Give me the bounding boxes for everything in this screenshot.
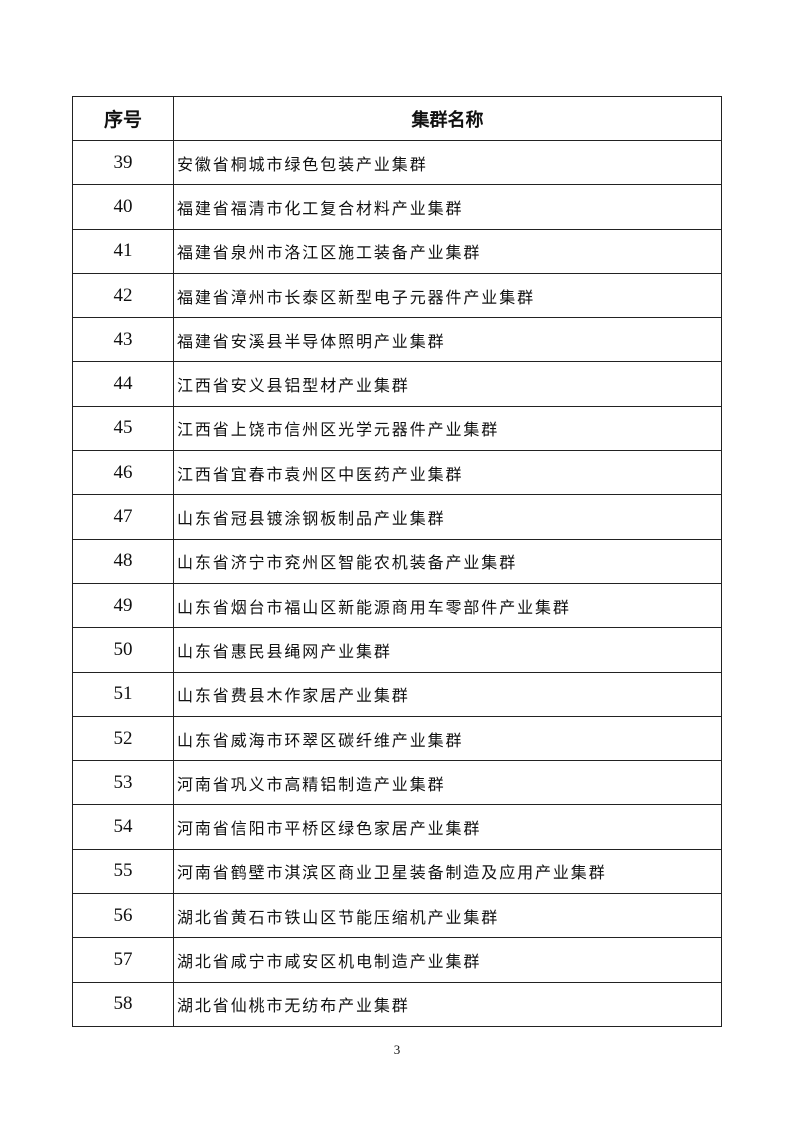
- serial-number-cell: 47: [72, 494, 174, 540]
- serial-number-cell: 46: [72, 450, 174, 496]
- cluster-name-cell: 湖北省黄石市铁山区节能压缩机产业集群: [173, 893, 722, 939]
- cluster-name-cell: 河南省巩义市高精铝制造产业集群: [173, 760, 722, 806]
- serial-number-cell: 49: [72, 582, 174, 629]
- cluster-name-cell: 福建省安溪县半导体照明产业集群: [173, 317, 722, 363]
- header-cluster-name: 集群名称: [173, 96, 722, 141]
- table-row: 43 福建省安溪县半导体照明产业集群: [72, 317, 722, 363]
- table-row: 58 湖北省仙桃市无纺布产业集群: [72, 981, 722, 1027]
- cluster-name-cell: 江西省上饶市信州区光学元器件产业集群: [173, 405, 722, 452]
- serial-number-cell: 53: [72, 760, 174, 806]
- serial-number-cell: 45: [72, 405, 174, 452]
- table-row: 51 山东省费县木作家居产业集群: [72, 671, 722, 717]
- serial-number-cell: 39: [72, 139, 174, 186]
- cluster-name-cell: 山东省烟台市福山区新能源商用车零部件产业集群: [173, 582, 722, 629]
- cluster-name-cell: 河南省鹤壁市淇滨区商业卫星装备制造及应用产业集群: [173, 848, 722, 895]
- table-row: 49 山东省烟台市福山区新能源商用车零部件产业集群: [72, 582, 722, 629]
- cluster-name-cell: 湖北省仙桃市无纺布产业集群: [173, 981, 722, 1027]
- table-row: 42 福建省漳州市长泰区新型电子元器件产业集群: [72, 272, 722, 319]
- table-row: 50 山东省惠民县绳网产业集群: [72, 627, 722, 673]
- cluster-name-cell: 山东省济宁市兖州区智能农机装备产业集群: [173, 538, 722, 584]
- table-row: 45 江西省上饶市信州区光学元器件产业集群: [72, 405, 722, 452]
- table-row: 41 福建省泉州市洛江区施工装备产业集群: [72, 228, 722, 274]
- table-row: 39 安徽省桐城市绿色包装产业集群: [72, 139, 722, 186]
- serial-number-cell: 48: [72, 538, 174, 584]
- table-row: 54 河南省信阳市平桥区绿色家居产业集群: [72, 804, 722, 850]
- serial-number-cell: 44: [72, 361, 174, 407]
- table-row: 52 山东省威海市环翠区碳纤维产业集群: [72, 715, 722, 762]
- serial-number-cell: 56: [72, 893, 174, 939]
- cluster-name-cell: 福建省福清市化工复合材料产业集群: [173, 184, 722, 230]
- table-row: 40 福建省福清市化工复合材料产业集群: [72, 184, 722, 230]
- cluster-table: 序号 集群名称 39 安徽省桐城市绿色包装产业集群 40 福建省福清市化工复合材料产业…: [72, 96, 722, 1027]
- serial-number-cell: 42: [72, 272, 174, 319]
- cluster-name-cell: 山东省威海市环翠区碳纤维产业集群: [173, 715, 722, 762]
- header-serial-number: 序号: [72, 96, 174, 141]
- table-row: 44 江西省安义县铝型材产业集群: [72, 361, 722, 407]
- page-number: 3: [393, 1042, 401, 1057]
- serial-number-cell: 41: [72, 228, 174, 274]
- serial-number-cell: 40: [72, 184, 174, 230]
- table-row: 53 河南省巩义市高精铝制造产业集群: [72, 760, 722, 806]
- table-row: 46 江西省宜春市袁州区中医药产业集群: [72, 450, 722, 496]
- cluster-name-cell: 山东省冠县镀涂钢板制品产业集群: [173, 494, 722, 540]
- cluster-name-cell: 江西省安义县铝型材产业集群: [173, 361, 722, 407]
- serial-number-cell: 57: [72, 937, 174, 983]
- cluster-name-cell: 福建省泉州市洛江区施工装备产业集群: [173, 228, 722, 274]
- serial-number-cell: 52: [72, 715, 174, 762]
- table-header-row: 序号 集群名称: [72, 96, 722, 141]
- table-row: 56 湖北省黄石市铁山区节能压缩机产业集群: [72, 893, 722, 939]
- serial-number-cell: 51: [72, 671, 174, 717]
- cluster-name-cell: 福建省漳州市长泰区新型电子元器件产业集群: [173, 272, 722, 319]
- table-row: 57 湖北省咸宁市咸安区机电制造产业集群: [72, 937, 722, 983]
- cluster-name-cell: 山东省费县木作家居产业集群: [173, 671, 722, 717]
- cluster-name-cell: 安徽省桐城市绿色包装产业集群: [173, 139, 722, 186]
- table-row: 47 山东省冠县镀涂钢板制品产业集群: [72, 494, 722, 540]
- table-row: 55 河南省鹤壁市淇滨区商业卫星装备制造及应用产业集群: [72, 848, 722, 895]
- cluster-name-cell: 河南省信阳市平桥区绿色家居产业集群: [173, 804, 722, 850]
- table-row: 48 山东省济宁市兖州区智能农机装备产业集群: [72, 538, 722, 584]
- serial-number-cell: 55: [72, 848, 174, 895]
- cluster-name-cell: 山东省惠民县绳网产业集群: [173, 627, 722, 673]
- serial-number-cell: 54: [72, 804, 174, 850]
- serial-number-cell: 50: [72, 627, 174, 673]
- serial-number-cell: 43: [72, 317, 174, 363]
- serial-number-cell: 58: [72, 981, 174, 1027]
- cluster-name-cell: 湖北省咸宁市咸安区机电制造产业集群: [173, 937, 722, 983]
- cluster-name-cell: 江西省宜春市袁州区中医药产业集群: [173, 450, 722, 496]
